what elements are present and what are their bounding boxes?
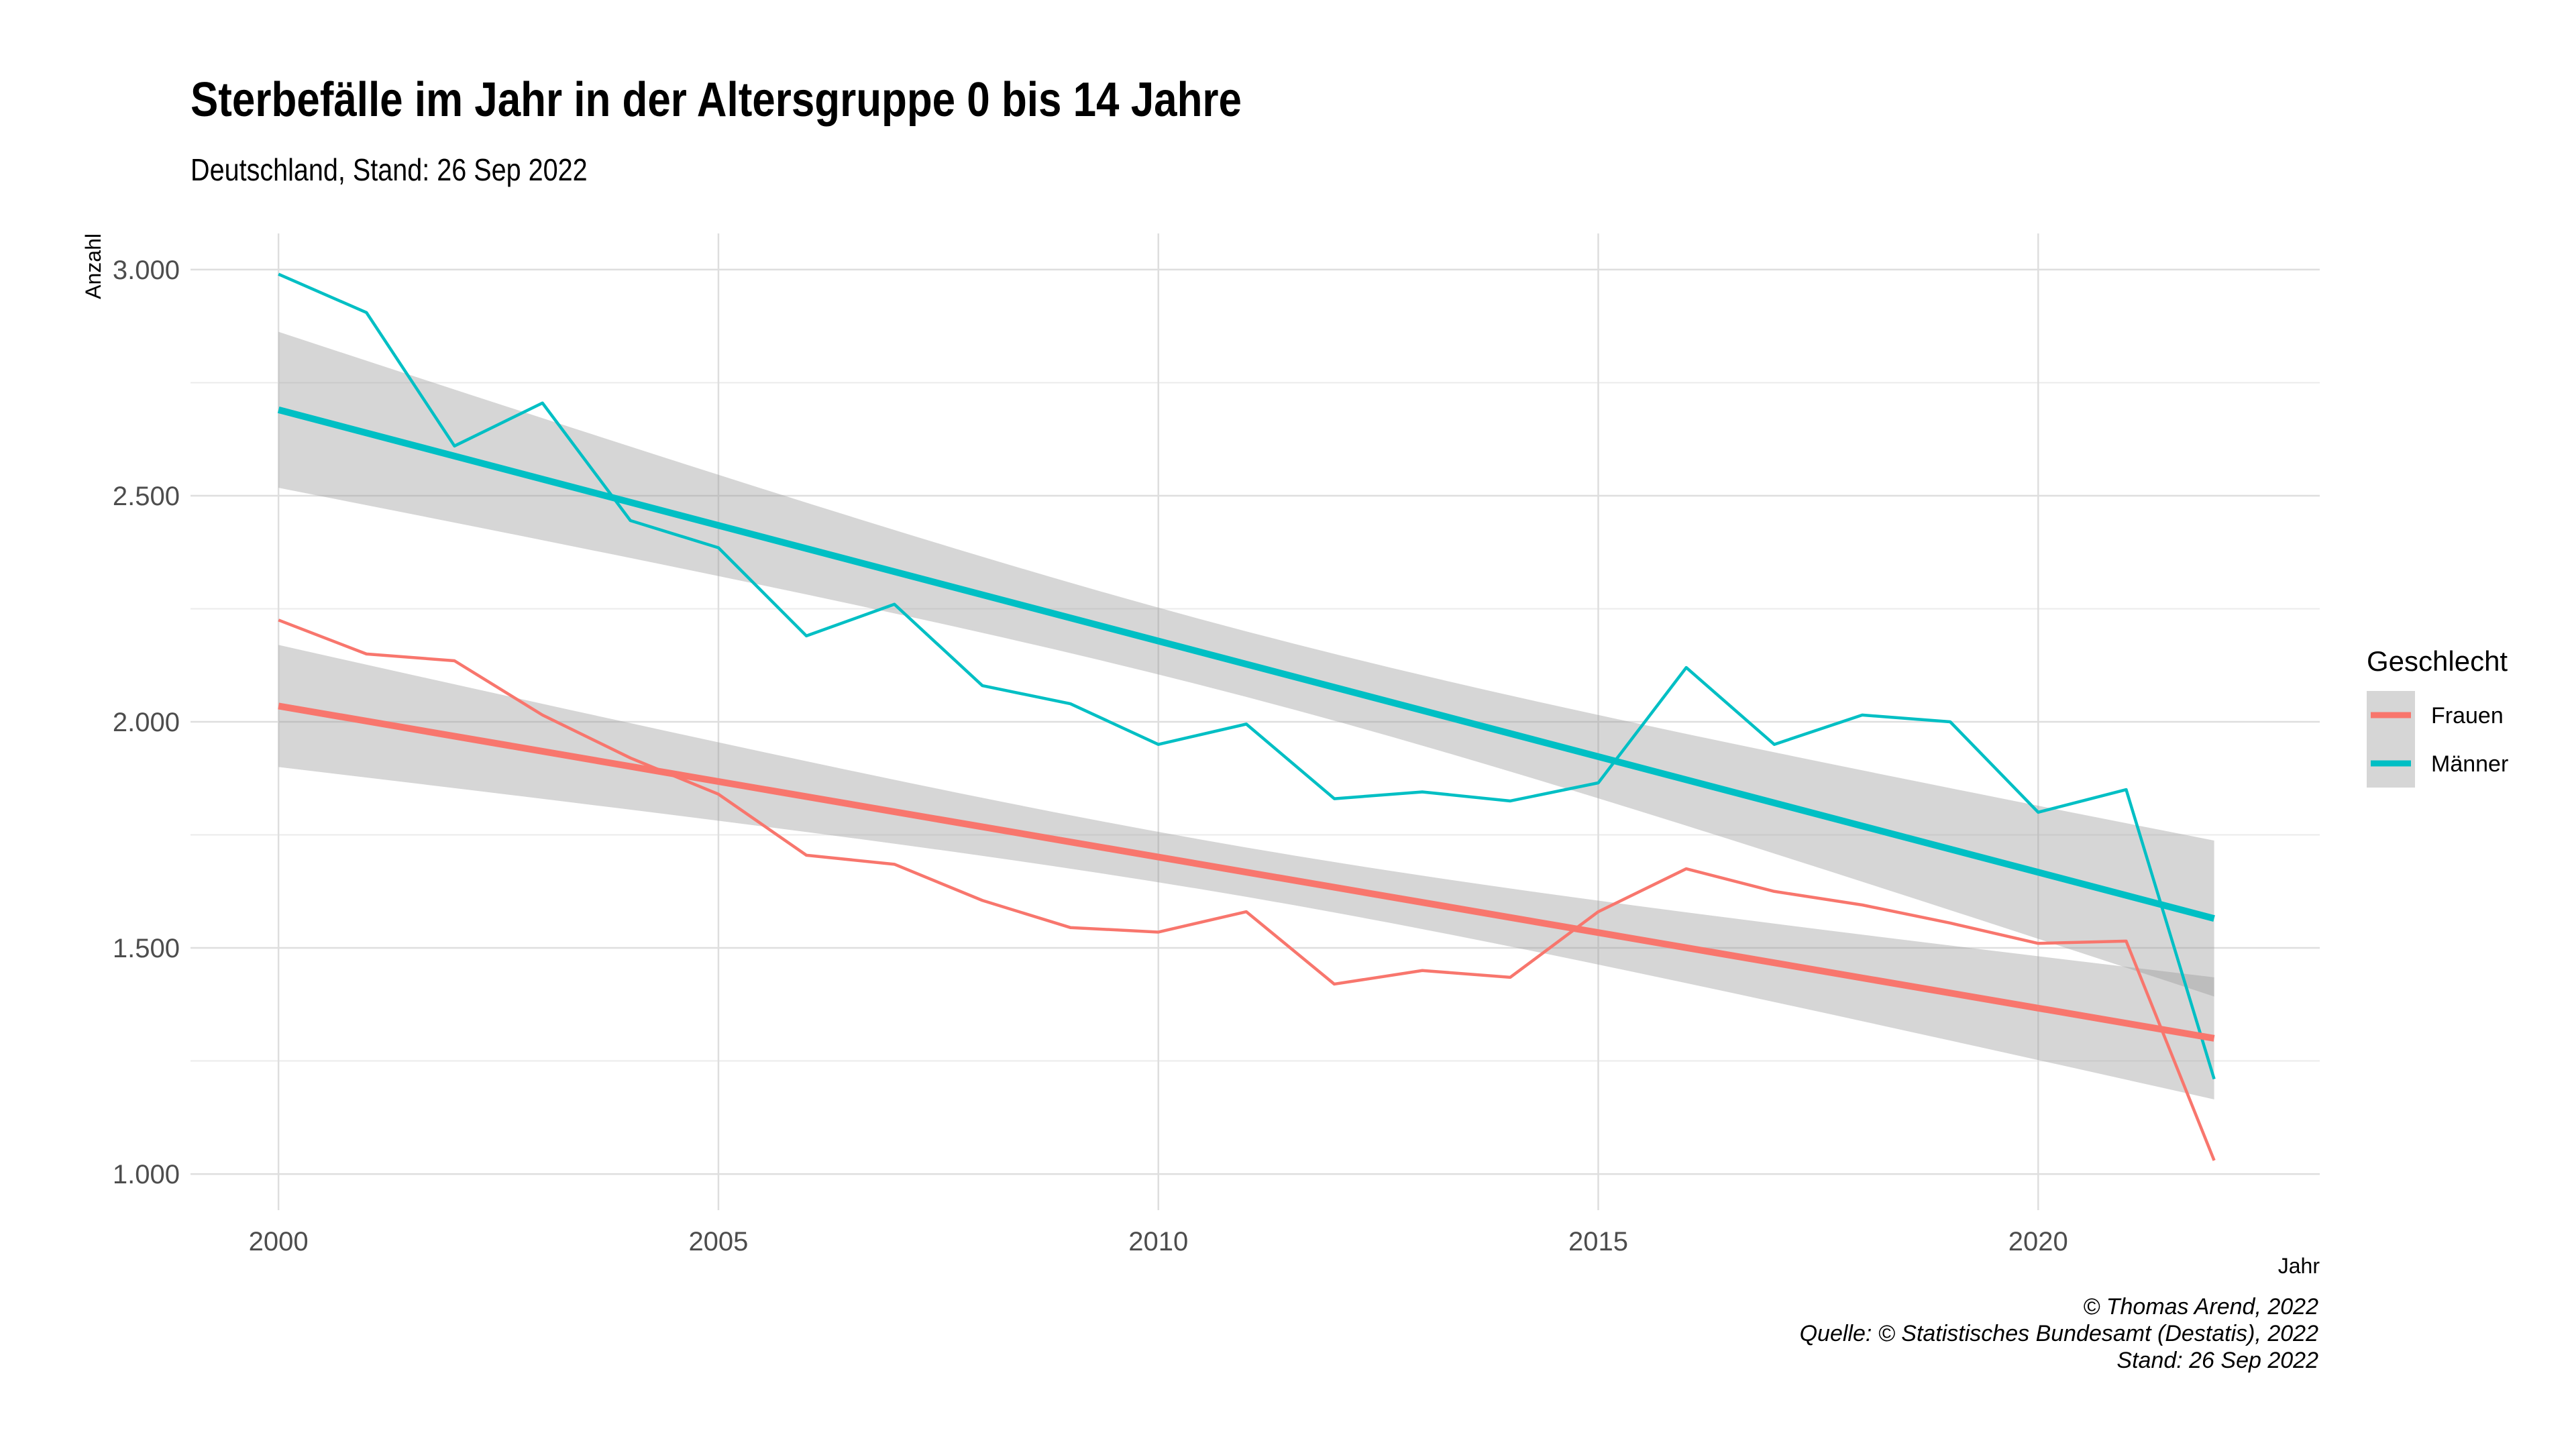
x-tick-label: 2010 [1128, 1227, 1188, 1256]
legend: Geschlecht Frauen Männer [2367, 645, 2508, 788]
y-tick-label: 2.000 [113, 708, 180, 737]
y-tick-label: 1.500 [113, 934, 180, 963]
legend-label-männer: Männer [2431, 751, 2508, 777]
y-tick-label: 3.000 [113, 256, 180, 285]
chart-subtitle: Deutschland, Stand: 26 Sep 2022 [191, 152, 588, 187]
chart-title: Sterbefälle im Jahr in der Altersgruppe … [191, 73, 1242, 127]
trend-lines [277, 407, 2215, 1042]
series-lines [278, 272, 2216, 1161]
caption-author: © Thomas Arend, 2022 [2083, 1294, 2318, 1320]
x-tick-label: 2000 [249, 1227, 309, 1256]
x-axis-label: Jahr [2278, 1254, 2320, 1278]
caption-source: Quelle: © Statistisches Bundesamt (Desta… [1799, 1321, 2318, 1346]
y-tick-label: 2.500 [113, 482, 180, 511]
trend-line-männer [277, 407, 2215, 922]
confidence-ribbons [278, 331, 2214, 1099]
x-tick-label: 2005 [688, 1227, 748, 1256]
y-tick-label: 1.000 [113, 1160, 180, 1189]
caption: © Thomas Arend, 2022 Quelle: © Statistis… [1800, 1293, 2318, 1374]
axes: 1.000 1.500 2.000 2.500 3.000 2000 2005 2010 201… [81, 233, 2320, 1278]
legend-label-frauen: Frauen [2431, 703, 2504, 729]
x-tick-label: 2015 [1568, 1227, 1628, 1256]
grid [191, 233, 2320, 1210]
y-axis-label: Anzahl [81, 233, 105, 299]
caption-date: Stand: 26 Sep 2022 [2116, 1348, 2318, 1373]
legend-title: Geschlecht [2367, 645, 2508, 677]
trend-line-frauen [278, 702, 2215, 1042]
x-tick-label: 2020 [2008, 1227, 2068, 1256]
